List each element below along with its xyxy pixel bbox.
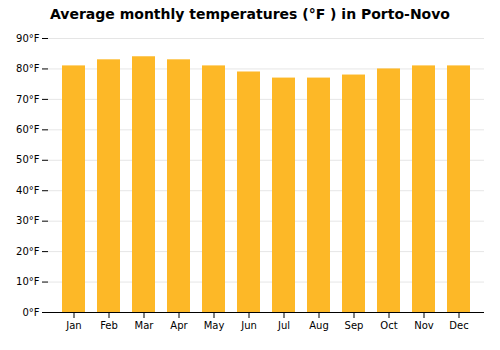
svg-text:80°F: 80°F (16, 63, 40, 74)
html-text:Average monthly temperatures (: Average monthly temperatures (°F ) in Po… (50, 6, 450, 22)
svg-text:Jul: Jul (277, 320, 290, 331)
svg-text:Apr: Apr (170, 320, 188, 331)
svg-text:Dec: Dec (449, 320, 468, 331)
svg-text:Jan: Jan (65, 320, 81, 331)
svg-text:Mar: Mar (135, 320, 155, 331)
svg-text:May: May (204, 320, 225, 331)
svg-text:50°F: 50°F (16, 154, 40, 165)
svg-text:10°F: 10°F (16, 276, 40, 287)
svg-text:Sep: Sep (345, 320, 364, 331)
svg-text:Oct: Oct (380, 320, 397, 331)
svg-text:70°F: 70°F (16, 94, 40, 105)
svg-text:30°F: 30°F (16, 215, 40, 226)
svg-text:20°F: 20°F (16, 246, 40, 257)
svg-text:Aug: Aug (309, 320, 329, 331)
svg-text:Nov: Nov (414, 320, 434, 331)
svg-text:Feb: Feb (100, 320, 118, 331)
svg-text:Jun: Jun (240, 320, 257, 331)
svg-text:40°F: 40°F (16, 185, 40, 196)
svg-text:60°F: 60°F (16, 124, 40, 135)
svg-text:90°F: 90°F (16, 33, 40, 44)
svg-text:0°F: 0°F (22, 307, 39, 318)
